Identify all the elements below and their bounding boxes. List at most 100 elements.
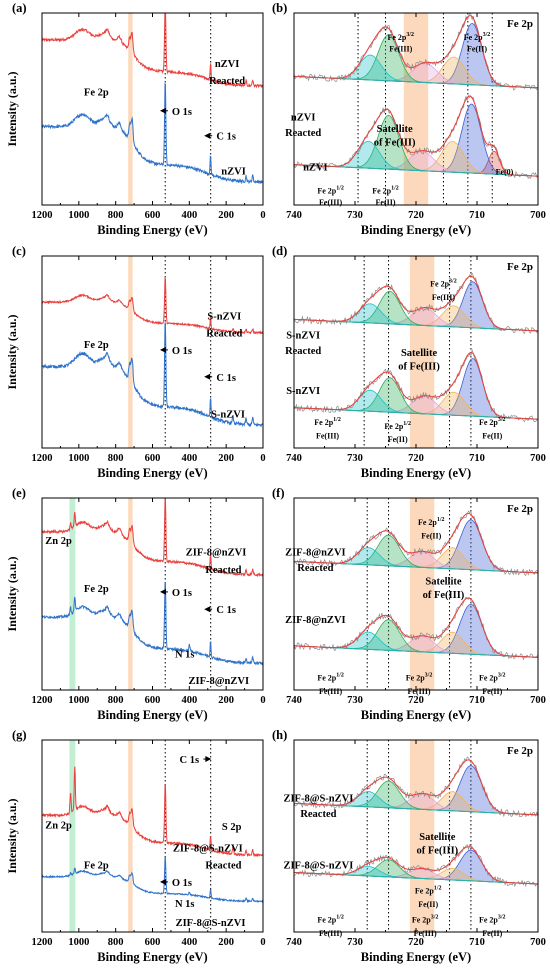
y-axis-label: Intensity (a.u.) xyxy=(5,798,19,873)
panel-label: (d) xyxy=(272,244,287,258)
envelope-fit-line xyxy=(294,352,538,420)
arrow-icon xyxy=(159,107,166,114)
annotation-text: Reacted xyxy=(285,128,321,139)
annotation-label: Fe 2p1/2 xyxy=(317,185,344,195)
annotation-text: Fe(II) xyxy=(467,44,487,53)
x-tick-label: 720 xyxy=(408,453,424,464)
annotation-text: ZIF-8@nZVI xyxy=(285,615,346,626)
annotation-text: Fe 2p xyxy=(384,422,403,431)
raw-data-line xyxy=(294,13,538,91)
annotation-label: Fe(II) xyxy=(376,198,396,207)
annotation-text: Fe(III) xyxy=(319,929,342,938)
plot-area xyxy=(42,740,263,932)
annotation-text: Fe(III) xyxy=(407,687,430,696)
annotation-label: Fe 2p xyxy=(84,88,109,99)
arrow-icon xyxy=(204,606,211,613)
annotation-label: Satellite xyxy=(377,124,413,135)
x-tick-label: 730 xyxy=(347,937,363,948)
highlight-band xyxy=(409,256,435,448)
annotation-text: Fe(II) xyxy=(388,435,408,444)
annotation-label: Satellite xyxy=(425,576,461,587)
annotation-text: nZVI xyxy=(291,113,316,124)
x-tick-label: 600 xyxy=(145,210,161,221)
raw-data-line xyxy=(294,510,538,577)
annotation-text: Fe(II) xyxy=(482,929,502,938)
annotation-label: C 1s xyxy=(216,132,236,143)
annotation-label: Fe(II) xyxy=(388,435,408,444)
highlight-band xyxy=(69,498,76,690)
annotation-text: S-nZVI xyxy=(207,311,241,322)
highlight-band xyxy=(69,740,76,932)
annotation-superscript: 3/2 xyxy=(498,914,506,920)
panel-f: 740 730 720 710 700 Binding Energy (eV) (f) Fe … xyxy=(272,486,546,722)
spectrum-line xyxy=(42,83,263,185)
x-axis-label: Binding Energy (eV) xyxy=(97,950,207,964)
annotation-label: Fe 2p1/2 xyxy=(384,421,411,431)
x-tick-label: 0 xyxy=(260,453,265,464)
annotation-text: Fe 2p xyxy=(415,887,434,896)
x-tick-label: 710 xyxy=(469,453,485,464)
annotation-label: Fe 2p3/2 xyxy=(479,672,506,682)
annotation-text: Reacted xyxy=(205,861,241,872)
annotation-superscript: 1/2 xyxy=(403,421,411,427)
x-tick-label: 740 xyxy=(286,453,302,464)
panel-label: (g) xyxy=(12,728,27,742)
panel-label: (f) xyxy=(272,486,285,500)
annotation-label: S-nZVI xyxy=(207,311,241,322)
annotation-text: Fe 2p xyxy=(314,418,333,427)
annotation-label: S-nZVI xyxy=(286,331,320,342)
annotation-label: Fe(III) xyxy=(316,431,339,440)
annotation-superscript: 1/2 xyxy=(391,185,399,191)
x-tick-label: 700 xyxy=(530,210,546,221)
spectrum-line xyxy=(42,856,263,904)
x-tick-label: 720 xyxy=(408,695,424,706)
x-tick-label: 600 xyxy=(145,695,161,706)
annotation-label: C 1s xyxy=(216,373,236,384)
annotation-label: Fe(II) xyxy=(418,900,438,909)
annotation-label: Fe 2p xyxy=(84,861,109,872)
plot-area xyxy=(42,498,263,690)
annotation-label: Fe 2p xyxy=(84,584,109,595)
annotation-text: of Fe(III) xyxy=(416,845,458,856)
x-tick-label: 700 xyxy=(530,695,546,706)
annotation-text: nZVI xyxy=(215,59,240,70)
annotation-label: Fe 2p3/2 xyxy=(387,32,414,42)
x-tick-label: 1200 xyxy=(32,453,53,464)
annotation-superscript: 3/2 xyxy=(406,32,414,38)
panel-label: (a) xyxy=(12,1,27,15)
annotation-label: Reacted xyxy=(205,861,241,872)
annotation-text: of Fe(III) xyxy=(374,137,416,148)
panel-d: 740 730 720 710 700 Binding Energy (eV) (d) Fe … xyxy=(272,244,546,480)
annotation-text: Zn 2p xyxy=(45,820,72,831)
x-tick-label: 800 xyxy=(108,453,124,464)
annotation-label: Fe(III) xyxy=(432,293,455,302)
annotation-label: Reacted xyxy=(300,809,336,820)
annotation-superscript: 1/2 xyxy=(336,914,344,920)
annotation-label: Fe 2p xyxy=(84,340,109,351)
annotation-superscript: 3/2 xyxy=(449,279,457,285)
annotation-text: ZIF-8@S-nZVI xyxy=(173,843,243,854)
annotation-text: ZIF-8@nZVI xyxy=(186,548,247,559)
x-tick-label: 600 xyxy=(145,937,161,948)
panel-title: Fe 2p xyxy=(507,18,533,30)
annotation-text: Satellite xyxy=(377,124,413,135)
annotation-label: Fe(0) xyxy=(496,167,514,176)
annotation-text: Fe(II) xyxy=(482,687,502,696)
annotation-superscript: 3/2 xyxy=(425,672,433,678)
highlight-band xyxy=(403,13,429,205)
annotation-text: Fe(II) xyxy=(376,198,396,207)
annotation-text: nZVI xyxy=(303,162,328,173)
x-tick-label: 400 xyxy=(181,453,197,464)
annotation-label: N 1s xyxy=(175,899,195,910)
x-tick-label: 400 xyxy=(181,937,197,948)
arrow-icon xyxy=(205,756,212,763)
annotation-label: O 1s xyxy=(172,346,192,357)
annotation-text: C 1s xyxy=(216,132,236,143)
annotation-text: C 1s xyxy=(216,373,236,384)
annotation-label: Fe 2p3/2 xyxy=(464,32,491,42)
annotation-label: Fe(II) xyxy=(482,431,502,440)
highlight-band xyxy=(128,13,133,205)
panel-c: 1200 1000 800 600 400 200 0 Binding Energy (eV)… xyxy=(5,244,266,480)
x-tick-label: 720 xyxy=(408,937,424,948)
annotation-label: Zn 2p xyxy=(45,536,72,547)
